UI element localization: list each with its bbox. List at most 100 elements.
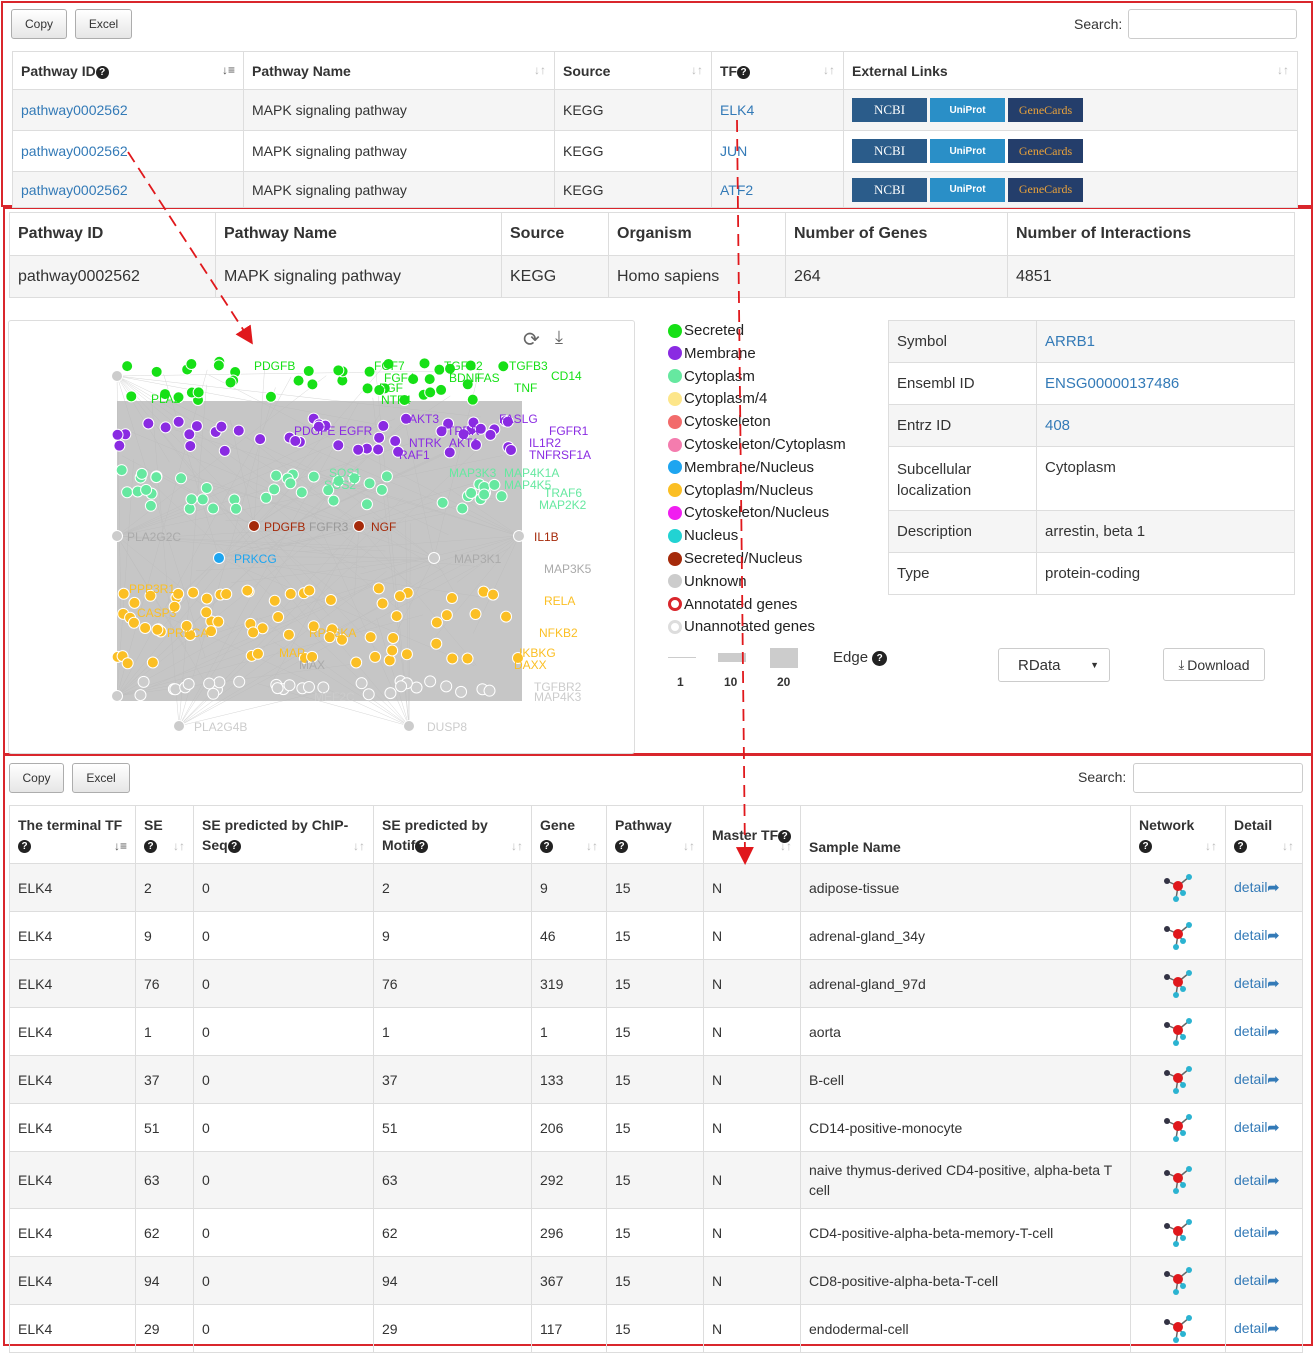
network-node[interactable] bbox=[380, 470, 393, 483]
network-node[interactable] bbox=[393, 590, 406, 603]
network-node[interactable] bbox=[513, 530, 525, 542]
network-node[interactable] bbox=[336, 633, 349, 646]
network-node[interactable] bbox=[372, 443, 385, 456]
network-node[interactable] bbox=[180, 619, 193, 632]
network-node[interactable] bbox=[363, 477, 376, 490]
network-node[interactable] bbox=[312, 420, 325, 433]
ncbi-link[interactable]: NCBI bbox=[852, 98, 927, 122]
network-node[interactable] bbox=[111, 370, 123, 382]
network-node[interactable] bbox=[185, 493, 198, 506]
download-icon[interactable]: ⤓ bbox=[555, 327, 563, 347]
network-node[interactable] bbox=[196, 493, 209, 506]
network-node[interactable] bbox=[172, 587, 185, 600]
col-sample-name[interactable]: Sample Name bbox=[800, 805, 1131, 864]
network-node[interactable] bbox=[175, 472, 188, 485]
network-node[interactable] bbox=[302, 680, 315, 693]
detail-link[interactable]: detail➦ bbox=[1234, 975, 1280, 991]
network-node[interactable] bbox=[115, 464, 128, 477]
col-se-motif[interactable]: SE predicted by Motif? ↓↑ bbox=[373, 805, 532, 864]
network-node[interactable] bbox=[146, 656, 159, 669]
sort-icon[interactable]: ↓↑ bbox=[1277, 62, 1289, 77]
col-gene[interactable]: Gene? ↓↑ bbox=[531, 805, 607, 864]
network-node[interactable] bbox=[254, 433, 267, 446]
network-node[interactable] bbox=[352, 443, 365, 456]
network-node[interactable] bbox=[111, 428, 124, 441]
network-node[interactable] bbox=[495, 490, 508, 503]
network-node[interactable] bbox=[224, 376, 237, 389]
network-icon[interactable] bbox=[1161, 1216, 1195, 1250]
network-node[interactable] bbox=[360, 498, 373, 511]
col-pathway-name[interactable]: Pathway Name ↓↑ bbox=[243, 51, 555, 90]
network-node[interactable] bbox=[159, 421, 172, 434]
detail-link[interactable]: detail➦ bbox=[1234, 1171, 1280, 1188]
network-icon[interactable] bbox=[1161, 919, 1195, 953]
uniprot-link[interactable]: UniProt bbox=[930, 139, 1005, 163]
network-graph-panel[interactable]: CD14 TNF FGF7 TGFB2 TGFB3 BDNF FAS FGF4 FGF NTF4 P… bbox=[8, 320, 635, 754]
network-node[interactable] bbox=[457, 428, 470, 441]
sort-icon[interactable]: ↓↑ bbox=[534, 62, 546, 77]
help-icon[interactable]: ? bbox=[540, 839, 553, 853]
ensembl-link[interactable]: ENSG00000137486 bbox=[1045, 375, 1180, 392]
network-node[interactable] bbox=[332, 364, 345, 377]
col-network[interactable]: Network? ↓↑ bbox=[1130, 805, 1226, 864]
network-node[interactable] bbox=[233, 675, 246, 688]
network-icon[interactable] bbox=[1161, 1015, 1195, 1049]
network-node[interactable] bbox=[483, 684, 496, 697]
network-node[interactable] bbox=[392, 445, 405, 458]
detail-link[interactable]: detail➦ bbox=[1234, 1224, 1280, 1240]
genecards-link[interactable]: GeneCards bbox=[1008, 98, 1083, 122]
sort-asc-icon[interactable]: ↓≡ bbox=[113, 839, 127, 853]
network-node[interactable] bbox=[474, 422, 487, 435]
network-node[interactable] bbox=[353, 520, 365, 532]
network-node[interactable] bbox=[284, 477, 297, 490]
col-tf[interactable]: TF? ↓↑ bbox=[711, 51, 844, 90]
network-node[interactable] bbox=[511, 652, 524, 665]
network-node[interactable] bbox=[317, 681, 330, 694]
network-node[interactable] bbox=[332, 439, 345, 452]
download-button[interactable]: ⤓ Download bbox=[1163, 648, 1265, 681]
sort-icon[interactable]: ↓↑ bbox=[691, 62, 703, 77]
network-node[interactable] bbox=[306, 650, 319, 663]
col-se-chipseq[interactable]: SE predicted by ChIP-Seq? ↓↑ bbox=[193, 805, 374, 864]
network-node[interactable] bbox=[139, 621, 152, 634]
network-node[interactable] bbox=[232, 424, 245, 437]
network-node[interactable] bbox=[151, 623, 164, 636]
detail-link[interactable]: detail➦ bbox=[1234, 1272, 1280, 1288]
network-node[interactable] bbox=[497, 360, 510, 373]
detail-link[interactable]: detail➦ bbox=[1234, 1023, 1280, 1039]
network-node[interactable] bbox=[435, 383, 448, 396]
network-node[interactable] bbox=[213, 552, 225, 564]
network-node[interactable] bbox=[373, 384, 386, 397]
network-node[interactable] bbox=[446, 652, 459, 665]
copy-button[interactable]: Copy bbox=[11, 9, 67, 39]
col-source[interactable]: Source ↓↑ bbox=[554, 51, 712, 90]
network-graph[interactable] bbox=[9, 321, 635, 754]
network-node[interactable] bbox=[183, 428, 196, 441]
network-node[interactable] bbox=[363, 365, 376, 378]
help-icon[interactable]: ? bbox=[18, 839, 31, 853]
network-node[interactable] bbox=[264, 390, 277, 403]
network-node[interactable] bbox=[484, 428, 497, 441]
network-node[interactable] bbox=[144, 499, 157, 512]
excel-button[interactable]: Excel bbox=[75, 9, 132, 39]
help-icon[interactable]: ? bbox=[872, 651, 888, 666]
network-node[interactable] bbox=[302, 365, 315, 378]
network-node[interactable] bbox=[268, 594, 281, 607]
network-node[interactable] bbox=[182, 678, 195, 691]
help-icon[interactable]: ? bbox=[737, 65, 751, 79]
network-node[interactable] bbox=[268, 483, 281, 496]
network-node[interactable] bbox=[348, 472, 361, 485]
network-node[interactable] bbox=[407, 373, 420, 386]
help-icon[interactable]: ? bbox=[1234, 839, 1247, 853]
pathway-link[interactable]: pathway0002562 bbox=[21, 181, 128, 198]
network-node[interactable] bbox=[430, 616, 443, 629]
network-node[interactable] bbox=[332, 475, 345, 488]
network-node[interactable] bbox=[430, 637, 443, 650]
network-node[interactable] bbox=[361, 382, 374, 395]
network-node[interactable] bbox=[466, 393, 479, 406]
network-node[interactable] bbox=[500, 610, 513, 623]
network-node[interactable] bbox=[284, 587, 297, 600]
network-node[interactable] bbox=[324, 593, 337, 606]
network-node[interactable] bbox=[168, 600, 181, 613]
help-icon[interactable]: ? bbox=[1139, 839, 1152, 853]
